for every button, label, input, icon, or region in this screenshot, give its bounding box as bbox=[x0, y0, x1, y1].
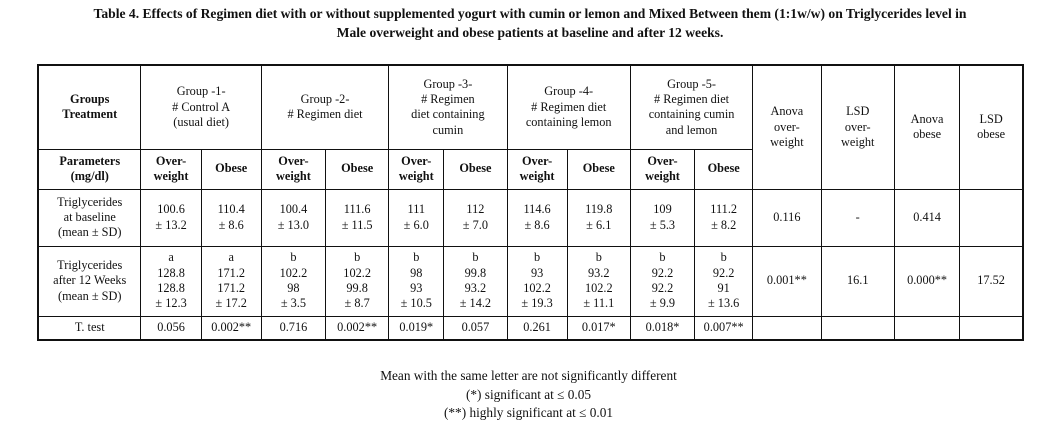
t-test-g2-overweight: 0.716 bbox=[260, 315, 327, 341]
twelve-weeks-g1-obese: a 171.2 171.2 ± 17.2 bbox=[200, 245, 262, 317]
baseline-g5-overweight: 109 ± 5.3 bbox=[629, 188, 696, 247]
t-test-empty-3 bbox=[893, 315, 961, 341]
g1-overweight-header: Over-weight bbox=[140, 148, 202, 190]
baseline-lsd-overweight: - bbox=[820, 188, 895, 247]
g3-obese-header: Obese bbox=[443, 148, 508, 190]
baseline-g2-overweight: 100.4 ± 13.0 bbox=[260, 188, 327, 247]
baseline-anova-obese: 0.414 bbox=[893, 188, 961, 247]
table-header-row: Groups Treatment Group -1- # Control A (… bbox=[37, 64, 1025, 190]
g4-obese-header: Obese bbox=[566, 148, 631, 190]
t-test-g5-overweight: 0.018* bbox=[629, 315, 696, 341]
t-test-g1-overweight: 0.056 bbox=[140, 315, 202, 341]
g3-overweight-header: Over-weight bbox=[388, 148, 445, 190]
baseline-g2-obese: 111.6 ± 11.5 bbox=[325, 188, 390, 247]
baseline-lsd-obese bbox=[959, 188, 1025, 247]
g4-overweight-header: Over-weight bbox=[506, 148, 568, 190]
footnote-significant: (*) significant at ≤ 0.05 bbox=[465, 386, 592, 402]
twelve-weeks-anova-overweight: 0.001** bbox=[752, 245, 822, 317]
baseline-g3-overweight: 111 ± 6.0 bbox=[388, 188, 445, 247]
caption-line-2: Male overweight and obese patients at ba… bbox=[336, 25, 724, 40]
footnote-highly-significant: (**) highly significant at ≤ 0.01 bbox=[443, 405, 614, 420]
t-test-g1-obese: 0.002** bbox=[200, 315, 262, 341]
twelve-weeks-label: Triglycerides after 12 Weeks (mean ± SD) bbox=[37, 245, 142, 317]
table-caption: Table 4. Effects of Regimen diet with or… bbox=[8, 4, 1052, 42]
parameters-header: Parameters (mg/dl) bbox=[37, 148, 142, 190]
twelve-weeks-anova-obese: 0.000** bbox=[893, 245, 961, 317]
footnote-same-letter: Mean with the same letter are not signif… bbox=[380, 368, 677, 383]
twelve-weeks-g5-obese: b 92.2 91 ± 13.6 bbox=[694, 245, 754, 317]
group-1-header: Group -1- # Control A (usual diet) bbox=[140, 64, 262, 150]
t-test-g4-overweight: 0.261 bbox=[506, 315, 568, 341]
g1-obese-header: Obese bbox=[200, 148, 262, 190]
baseline-g4-obese: 119.8 ± 6.1 bbox=[566, 188, 631, 247]
twelve-weeks-g3-overweight: b 98 93 ± 10.5 bbox=[388, 245, 445, 317]
triglycerides-table: Groups Treatment Group -1- # Control A (… bbox=[37, 64, 1025, 341]
twelve-weeks-row: Triglycerides after 12 Weeks (mean ± SD)… bbox=[37, 245, 1025, 317]
baseline-g4-overweight: 114.6 ± 8.6 bbox=[506, 188, 568, 247]
t-test-g3-obese: 0.057 bbox=[443, 315, 508, 341]
baseline-g1-obese: 110.4 ± 8.6 bbox=[200, 188, 262, 247]
baseline-label: Triglycerides at baseline (mean ± SD) bbox=[37, 188, 142, 247]
t-test-label: T. test bbox=[37, 315, 142, 341]
t-test-empty-4 bbox=[959, 315, 1025, 341]
group-4-header: Group -4- # Regimen diet containing lemo… bbox=[506, 64, 631, 150]
table-footnotes: Mean with the same letter are not signif… bbox=[0, 367, 1057, 423]
twelve-weeks-lsd-obese: 17.52 bbox=[959, 245, 1025, 317]
table-subheader-row: Parameters (mg/dl) Over-weight Obese Ove… bbox=[37, 148, 1023, 190]
twelve-weeks-lsd-overweight: 16.1 bbox=[820, 245, 895, 317]
t-test-g5-obese: 0.007** bbox=[694, 315, 754, 341]
caption-line-1: Table 4. Effects of Regimen diet with or… bbox=[93, 6, 967, 21]
twelve-weeks-g4-obese: b 93.2 102.2 ± 11.1 bbox=[566, 245, 631, 317]
lsd-obese-header: LSD obese bbox=[959, 64, 1025, 190]
group-2-header: Group -2- # Regimen diet bbox=[260, 64, 390, 150]
t-test-g2-obese: 0.002** bbox=[325, 315, 390, 341]
t-test-row: T. test 0.056 0.002** 0.716 0.002** 0.01… bbox=[37, 315, 1025, 341]
group-3-header: Group -3- # Regimen diet containing cumi… bbox=[388, 64, 508, 150]
anova-overweight-header: Anova over- weight bbox=[752, 64, 822, 190]
g5-obese-header: Obese bbox=[694, 148, 754, 190]
twelve-weeks-g5-overweight: b 92.2 92.2 ± 9.9 bbox=[629, 245, 696, 317]
anova-obese-header: Anova obese bbox=[893, 64, 961, 190]
baseline-g5-obese: 111.2 ± 8.2 bbox=[694, 188, 754, 247]
lsd-overweight-header: LSD over- weight bbox=[820, 64, 895, 190]
t-test-empty-2 bbox=[820, 315, 895, 341]
twelve-weeks-g1-overweight: a 128.8 128.8 ± 12.3 bbox=[140, 245, 202, 317]
twelve-weeks-g4-overweight: b 93 102.2 ± 19.3 bbox=[506, 245, 568, 317]
g2-overweight-header: Over-weight bbox=[260, 148, 327, 190]
t-test-g3-overweight: 0.019* bbox=[388, 315, 445, 341]
t-test-g4-obese: 0.017* bbox=[566, 315, 631, 341]
twelve-weeks-g3-obese: b 99.8 93.2 ± 14.2 bbox=[443, 245, 508, 317]
g5-overweight-header: Over-weight bbox=[629, 148, 696, 190]
baseline-g1-overweight: 100.6 ± 13.2 bbox=[140, 188, 202, 247]
baseline-anova-overweight: 0.116 bbox=[752, 188, 822, 247]
groups-treatment-header: Groups Treatment bbox=[37, 64, 142, 150]
twelve-weeks-g2-obese: b 102.2 99.8 ± 8.7 bbox=[325, 245, 390, 317]
baseline-g3-obese: 112 ± 7.0 bbox=[443, 188, 508, 247]
t-test-empty-1 bbox=[752, 315, 822, 341]
g2-obese-header: Obese bbox=[325, 148, 390, 190]
baseline-row: Triglycerides at baseline (mean ± SD) 10… bbox=[37, 188, 1025, 247]
twelve-weeks-g2-overweight: b 102.2 98 ± 3.5 bbox=[260, 245, 327, 317]
group-5-header: Group -5- # Regimen diet containing cumi… bbox=[629, 64, 754, 150]
